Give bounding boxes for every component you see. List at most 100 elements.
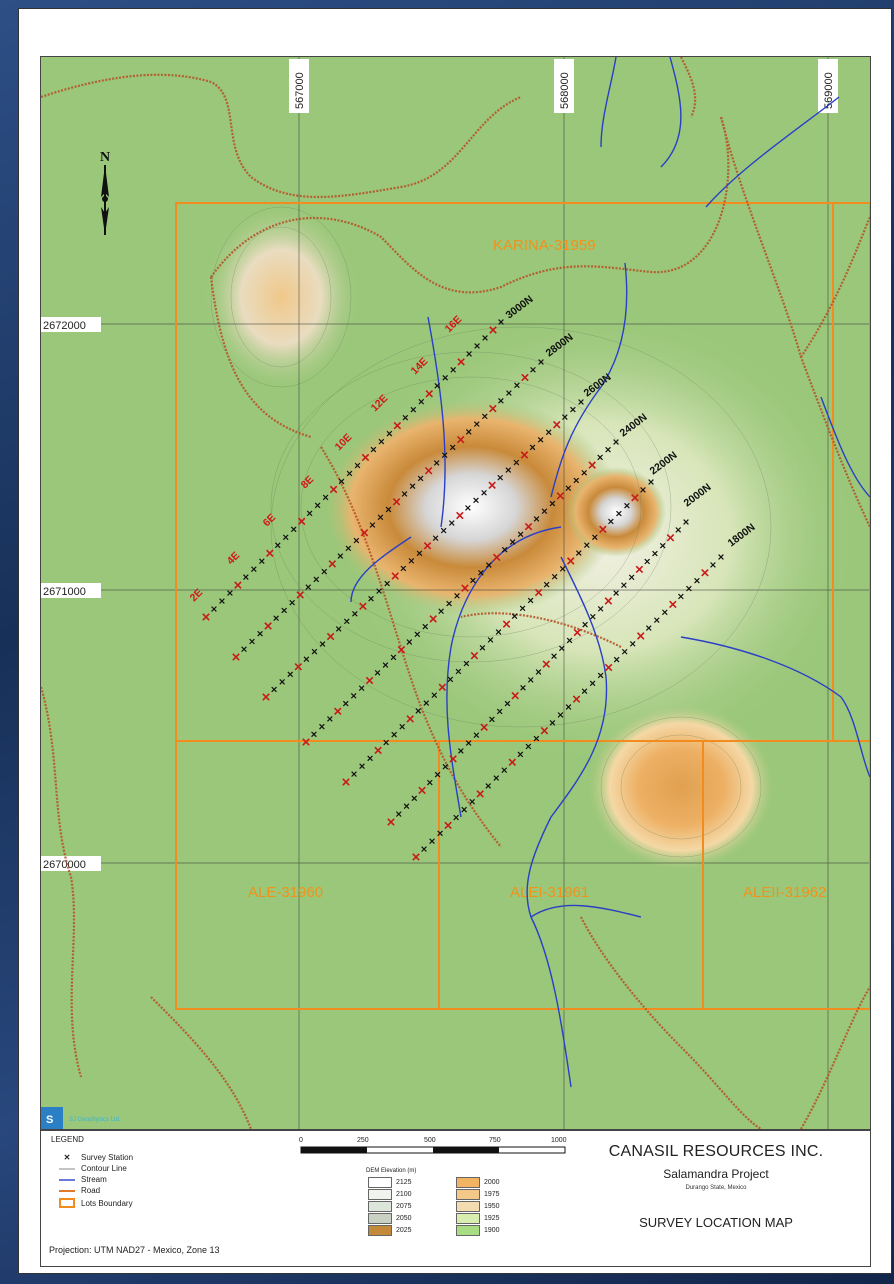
hill-east-peak	[566, 467, 666, 557]
legend-road: Road	[59, 1186, 100, 1195]
survey-station	[710, 562, 716, 568]
survey-station	[466, 351, 472, 357]
survey-station	[311, 731, 317, 738]
roads	[41, 57, 870, 1129]
survey-station	[377, 514, 384, 521]
lot-labels: KARINA-31959 ALE-31960 ALEI-31961 ALEII-…	[248, 237, 826, 901]
survey-station	[282, 534, 289, 541]
north-arrow: N	[100, 150, 110, 235]
survey-station	[414, 631, 421, 638]
survey-station	[376, 588, 382, 594]
survey-station	[628, 574, 635, 581]
survey-station	[390, 654, 397, 661]
survey-station	[393, 421, 402, 430]
survey-station	[525, 743, 532, 750]
survey-station	[604, 597, 613, 605]
title-block: CANASIL RESOURCES INC. Salamandra Projec…	[596, 1143, 836, 1230]
survey-station	[613, 656, 620, 663]
survey-station	[378, 438, 385, 445]
survey-station	[519, 605, 526, 612]
projection-note: Projection: UTM NAD27 - Mexico, Zone 13	[49, 1245, 220, 1255]
easting-label-1: 567000	[294, 72, 306, 109]
survey-station	[489, 326, 497, 334]
survey-station	[465, 505, 471, 511]
survey-station	[322, 494, 329, 501]
scale-tick: 500	[424, 1137, 436, 1144]
survey-station	[434, 771, 441, 778]
survey-station	[343, 618, 350, 625]
survey-station	[422, 623, 429, 630]
survey-station	[447, 676, 454, 683]
northing-label-1: 2672000	[43, 320, 86, 332]
survey-station	[489, 716, 495, 723]
survey-station	[346, 470, 353, 477]
survey-station	[399, 723, 406, 730]
survey-station	[449, 755, 457, 763]
survey-station	[219, 598, 225, 604]
lot-label-alei: ALEI-31961	[510, 884, 589, 901]
dem-entry: 1975	[456, 1189, 526, 1200]
survey-lines	[202, 319, 724, 861]
legend-title: LEGEND	[51, 1135, 84, 1144]
survey-station	[450, 367, 456, 373]
hill-summit	[321, 397, 621, 617]
company-name: CANASIL RESOURCES INC.	[608, 1143, 824, 1160]
dem-entry: 2025	[368, 1225, 456, 1236]
dem-entry: 1950	[456, 1201, 526, 1212]
survey-station	[458, 748, 464, 754]
survey-station	[258, 558, 265, 565]
survey-station	[514, 382, 520, 389]
survey-station	[631, 494, 639, 502]
survey-station	[474, 343, 480, 349]
survey-station	[517, 751, 524, 758]
survey-station	[202, 613, 210, 621]
survey-station	[365, 676, 374, 685]
logo-caption: SJ Geophysics Ltd.	[69, 1117, 121, 1123]
survey-station	[434, 382, 441, 389]
survey-station	[408, 558, 415, 564]
survey-station	[353, 537, 360, 544]
survey-station	[352, 610, 358, 617]
survey-station	[456, 511, 464, 520]
survey-station	[361, 453, 370, 462]
survey-station	[397, 645, 406, 654]
dem-entry: 1900	[456, 1225, 526, 1236]
survey-station	[429, 838, 435, 845]
legend-label: Lots Boundary	[81, 1198, 133, 1208]
survey-station	[431, 692, 438, 698]
dem-entry: 2125	[368, 1177, 456, 1188]
survey-station	[505, 467, 512, 473]
survey-station	[334, 707, 342, 715]
survey-station	[485, 783, 492, 789]
survey-station	[418, 786, 426, 795]
survey-station	[342, 700, 349, 707]
survey-station	[480, 723, 488, 732]
survey-station	[444, 821, 452, 830]
survey-station	[328, 560, 337, 568]
survey-station	[535, 669, 542, 675]
survey-station	[636, 632, 645, 640]
survey-station	[367, 755, 373, 762]
survey-station	[604, 663, 613, 672]
survey-station	[351, 771, 357, 777]
survey-station	[562, 414, 568, 420]
survey-station	[360, 529, 369, 537]
survey-station	[455, 668, 462, 675]
northing-label-2: 2671000	[43, 586, 86, 598]
survey-station	[501, 767, 508, 773]
survey-station	[424, 466, 433, 475]
survey-station	[701, 569, 709, 577]
survey-station	[511, 691, 519, 700]
survey-station	[294, 662, 303, 671]
survey-station	[608, 518, 614, 525]
survey-station	[652, 550, 658, 557]
survey-station	[551, 653, 557, 660]
survey-station	[501, 546, 508, 553]
survey-station	[479, 644, 486, 651]
survey-station	[575, 550, 582, 556]
survey-station	[406, 715, 414, 723]
survey-station	[524, 522, 533, 531]
survey-station	[281, 607, 287, 614]
survey-map[interactable]: 567000 568000 569000 2672000 2671000 267…	[41, 57, 870, 1129]
survey-station	[508, 758, 517, 767]
